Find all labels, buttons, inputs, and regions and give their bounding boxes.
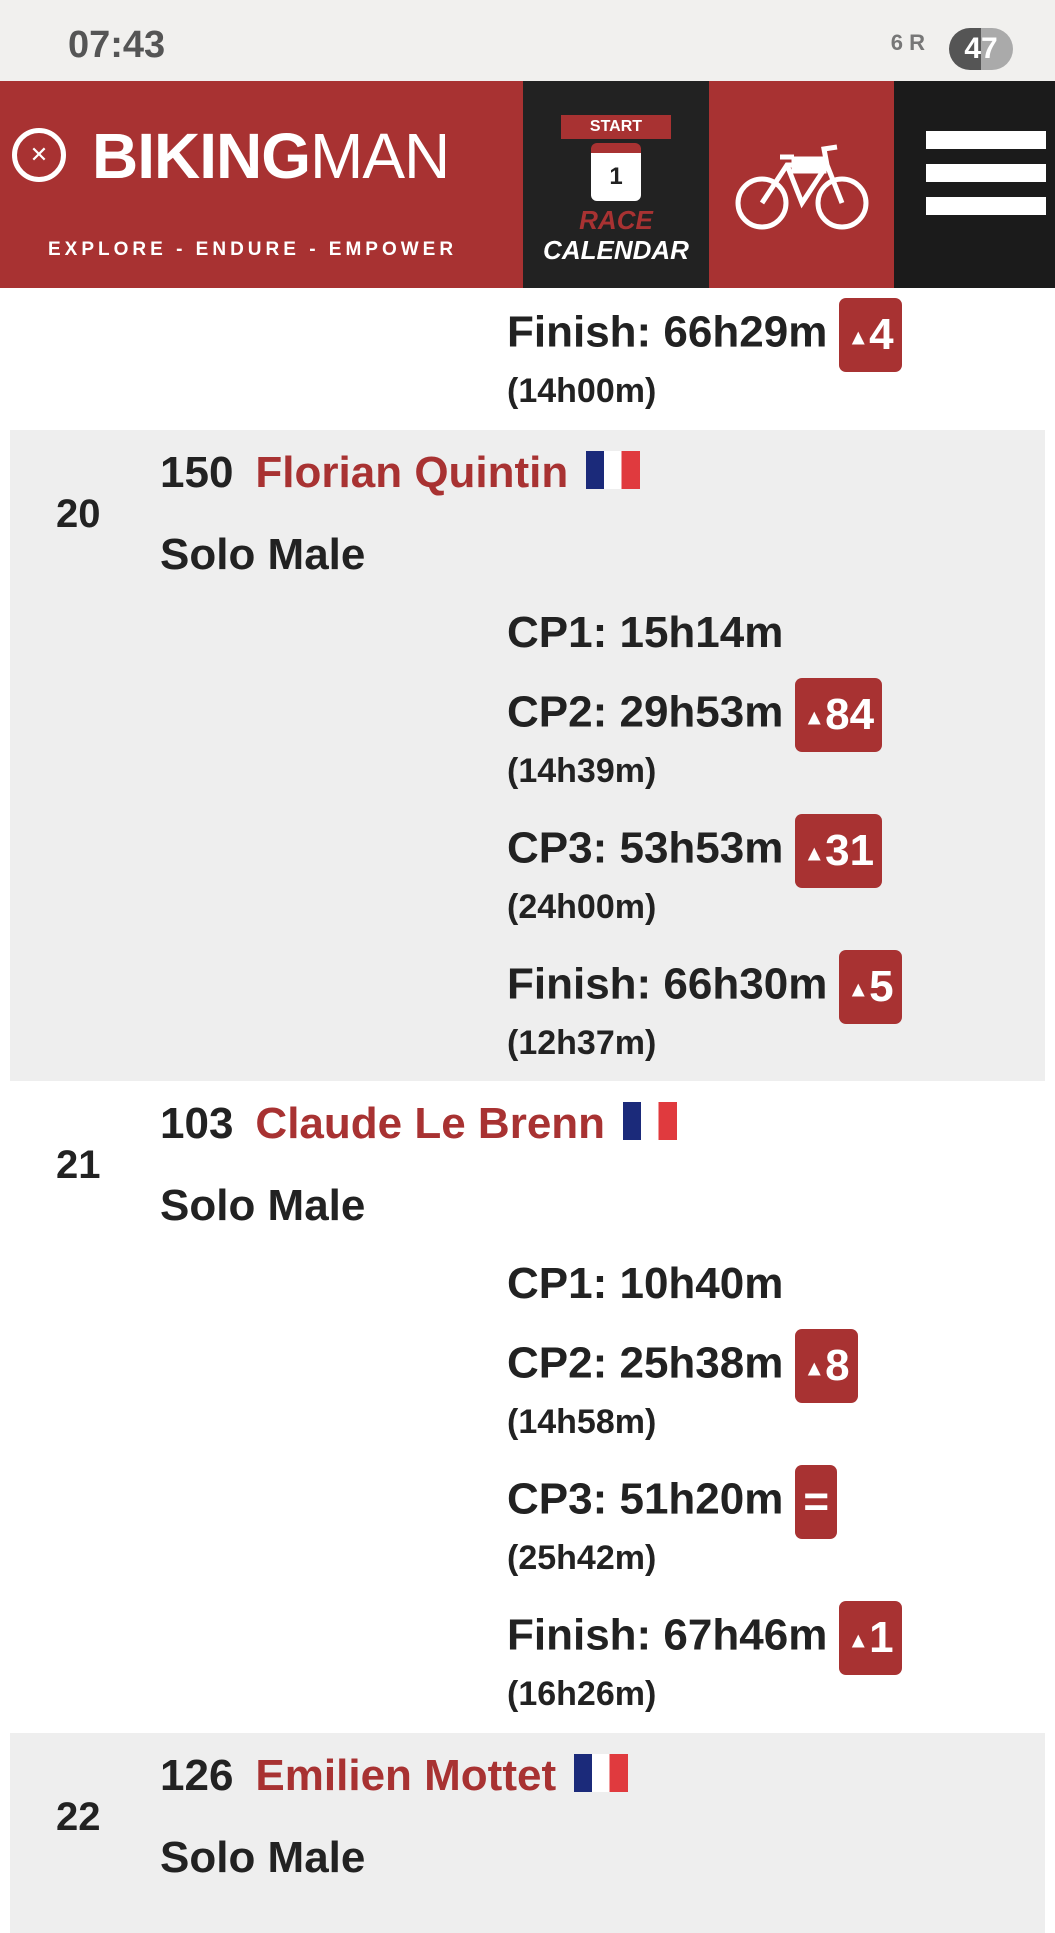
site-header: ✕ BIKINGMAN EXPLORE - ENDURE - EMPOWER S…	[0, 81, 1055, 288]
arrow-up-icon: ▲	[803, 840, 826, 866]
battery-icon: 47	[949, 28, 1013, 70]
split-line: Finish: 67h46m ▲1	[507, 1601, 902, 1675]
split-line: CP2: 25h38m ▲8	[507, 1329, 858, 1403]
brand-bold: BIKING	[92, 120, 311, 192]
rank-change-value: 8	[825, 1341, 850, 1390]
arrow-up-icon: ▲	[803, 1355, 826, 1381]
rank-change-value: 5	[869, 962, 894, 1011]
rider-rank: 21	[56, 1143, 101, 1187]
arrow-up-icon: ▲	[847, 324, 870, 350]
rank-change-badge: ▲4	[839, 298, 902, 372]
split-time: Finish: 67h46m	[507, 1610, 828, 1660]
result-row[interactable]: 22 126 Emilien Mottet Solo Male	[10, 1733, 1045, 1933]
rider-rank: 20	[56, 492, 101, 536]
split-time: CP2: 29h53m	[507, 687, 784, 737]
status-bar: 07:43 6 R 47	[0, 0, 1055, 81]
result-row[interactable]: 21 103 Claude Le Brenn Solo Male CP1: 10h40m…	[10, 1081, 1045, 1733]
brand-name: BIKINGMAN	[92, 119, 450, 193]
rider-name-link[interactable]: Florian Quintin	[255, 448, 569, 497]
split-time: CP1: 15h14m	[507, 608, 784, 657]
start-label: START	[561, 115, 671, 139]
calendar-label: CALENDAR	[543, 235, 689, 265]
bicycle-icon	[735, 144, 868, 229]
split-time: CP3: 51h20m	[507, 1474, 784, 1524]
signal-icon: 6 R	[890, 30, 925, 55]
rank-change-value: 84	[825, 690, 875, 739]
france-flag	[586, 451, 641, 489]
split-line: CP2: 29h53m ▲84	[507, 678, 883, 752]
split-line: CP3: 53h53m ▲31	[507, 814, 883, 888]
hamburger-menu-button[interactable]	[894, 81, 1055, 288]
arrow-up-icon: ▲	[847, 976, 870, 1002]
split-duration: (25h42m)	[507, 1539, 657, 1577]
bike-button[interactable]	[709, 81, 894, 288]
split-duration: (14h39m)	[507, 752, 657, 790]
bib-number: 126	[160, 1751, 234, 1800]
rank-change-badge: ▲5	[839, 950, 902, 1024]
split-time: Finish: 66h30m	[507, 959, 828, 1009]
status-time: 07:43	[68, 24, 166, 66]
rank-change-badge: =	[795, 1465, 838, 1539]
brand-light: MAN	[310, 120, 450, 192]
split-duration: (14h00m)	[507, 372, 657, 410]
rank-change-badge: ▲8	[795, 1329, 858, 1403]
tagline: EXPLORE - ENDURE - EMPOWER	[48, 239, 458, 260]
rank-change-badge: ▲31	[795, 814, 883, 888]
split-duration: (14h58m)	[507, 1403, 657, 1441]
bib-number: 150	[160, 448, 234, 497]
rank-change-value: 1	[869, 1613, 894, 1662]
rider-header: 103 Claude Le Brenn	[160, 1099, 678, 1149]
rider-name-link[interactable]: Claude Le Brenn	[255, 1099, 606, 1148]
rider-category: Solo Male	[160, 1833, 366, 1882]
arrow-up-icon: ▲	[847, 1627, 870, 1653]
rank-change-value: 4	[869, 310, 894, 359]
split-time: Finish: 66h29m	[507, 307, 828, 357]
split-time: CP2: 25h38m	[507, 1338, 784, 1388]
split-duration: (24h00m)	[507, 888, 657, 926]
rider-category: Solo Male	[160, 530, 366, 579]
split-line: CP3: 51h20m =	[507, 1465, 838, 1539]
calendar-icon: 1	[591, 143, 641, 201]
bib-number: 103	[160, 1099, 234, 1148]
rider-header: 126 Emilien Mottet	[160, 1751, 629, 1801]
menu-bar	[926, 197, 1046, 215]
result-row-partial: Finish: 66h29m ▲4 (14h00m)	[10, 288, 1045, 430]
split-line: CP1: 15h14m	[507, 608, 783, 658]
rider-category: Solo Male	[160, 1181, 366, 1230]
rider-name-link[interactable]: Emilien Mottet	[255, 1751, 557, 1800]
equal-icon: =	[803, 1477, 830, 1526]
split-duration: (12h37m)	[507, 1024, 657, 1062]
france-flag	[623, 1102, 678, 1140]
rider-header: 150 Florian Quintin	[160, 448, 641, 498]
menu-bar	[926, 131, 1046, 149]
bikingman-logo[interactable]: ✕ BIKINGMAN EXPLORE - ENDURE - EMPOWER	[0, 81, 523, 288]
menu-bar	[926, 164, 1046, 182]
split-duration: (16h26m)	[507, 1675, 657, 1713]
rank-change-badge: ▲84	[795, 678, 883, 752]
race-label: RACE	[579, 205, 653, 235]
split-time: CP1: 10h40m	[507, 1259, 784, 1308]
france-flag	[574, 1754, 629, 1792]
rider-rank: 22	[56, 1795, 101, 1839]
result-row[interactable]: 20 150 Florian Quintin Solo Male CP1: 15h14m…	[10, 430, 1045, 1081]
rank-change-badge: ▲1	[839, 1601, 902, 1675]
split-line: CP1: 10h40m	[507, 1259, 783, 1309]
race-calendar-button[interactable]: START 1 RACE CALENDAR	[523, 81, 709, 288]
rank-change-value: 31	[825, 826, 875, 875]
split-time: CP3: 53h53m	[507, 823, 784, 873]
arrow-up-icon: ▲	[803, 704, 826, 730]
split-line: Finish: 66h30m ▲5	[507, 950, 902, 1024]
split-line: Finish: 66h29m ▲4	[507, 298, 902, 372]
wheel-icon: ✕	[12, 128, 66, 182]
